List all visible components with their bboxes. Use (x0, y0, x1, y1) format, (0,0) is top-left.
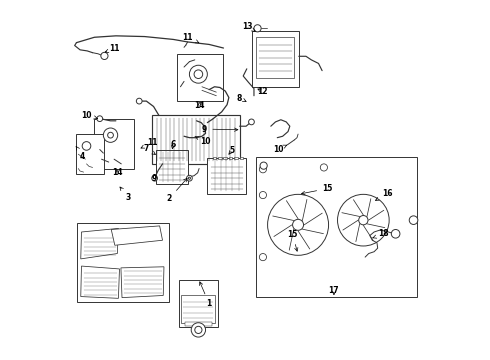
Text: 9: 9 (202, 125, 238, 134)
Circle shape (187, 175, 192, 181)
Circle shape (293, 219, 304, 230)
Bar (77, 223, 169, 302)
Text: 18: 18 (373, 229, 389, 238)
Bar (156, 150, 188, 184)
Bar (213, 157, 216, 159)
Text: 5: 5 (229, 146, 234, 155)
Bar (95, 119, 134, 169)
Circle shape (338, 194, 389, 246)
Text: 10: 10 (273, 145, 287, 154)
Text: 2: 2 (167, 178, 187, 203)
Circle shape (409, 216, 418, 225)
Polygon shape (111, 226, 163, 245)
Circle shape (108, 132, 113, 138)
Bar (240, 157, 243, 159)
Text: 16: 16 (375, 189, 392, 201)
Circle shape (260, 162, 267, 169)
Circle shape (190, 65, 207, 83)
Bar (185, 322, 212, 326)
Bar (152, 116, 240, 164)
Text: 9: 9 (152, 174, 157, 183)
Bar (229, 157, 232, 159)
Bar (179, 280, 218, 327)
Bar (207, 158, 246, 194)
Circle shape (191, 323, 205, 337)
Bar (256, 37, 294, 78)
Text: 10: 10 (195, 136, 211, 146)
Bar (76, 134, 104, 174)
Text: 11: 11 (105, 44, 120, 53)
Text: 4: 4 (76, 147, 85, 161)
Text: 14: 14 (112, 168, 122, 177)
Circle shape (248, 119, 254, 125)
Text: 12: 12 (257, 86, 268, 95)
Bar (223, 157, 227, 159)
Circle shape (152, 175, 157, 181)
Circle shape (254, 25, 261, 32)
Bar (256, 157, 417, 297)
Bar (177, 54, 223, 101)
Text: 17: 17 (329, 286, 339, 295)
Circle shape (195, 326, 202, 333)
Bar (234, 157, 238, 159)
Text: 15: 15 (288, 230, 298, 251)
Circle shape (259, 192, 267, 199)
Text: 6: 6 (171, 140, 176, 149)
Circle shape (103, 128, 118, 142)
Text: 11: 11 (141, 138, 158, 148)
Bar (252, 31, 299, 87)
Text: 10: 10 (81, 111, 98, 120)
Text: 15: 15 (301, 184, 333, 195)
Text: 11: 11 (182, 33, 199, 43)
Bar (218, 157, 221, 159)
Text: 1: 1 (199, 282, 212, 308)
Polygon shape (81, 266, 120, 298)
Circle shape (97, 116, 102, 122)
Bar (181, 296, 215, 323)
Text: 7: 7 (144, 144, 155, 154)
Circle shape (194, 70, 203, 78)
Circle shape (82, 141, 91, 150)
Circle shape (268, 194, 329, 255)
Circle shape (188, 177, 191, 179)
Text: 8: 8 (237, 94, 246, 103)
Circle shape (136, 98, 142, 104)
Circle shape (359, 216, 368, 225)
Polygon shape (121, 267, 164, 298)
Circle shape (101, 52, 108, 59)
Text: 3: 3 (120, 187, 131, 202)
Circle shape (320, 164, 327, 171)
Text: 13: 13 (242, 22, 255, 31)
Text: 14: 14 (195, 101, 205, 110)
Circle shape (392, 229, 400, 238)
Polygon shape (81, 228, 119, 259)
Circle shape (259, 253, 267, 261)
Circle shape (259, 166, 267, 173)
